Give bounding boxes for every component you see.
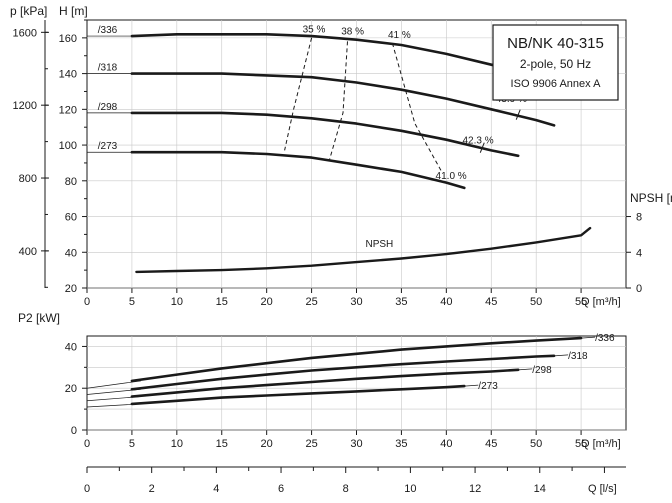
head-y-tick-label: 40 [65,247,77,259]
efficiency-label: 41 % [388,30,411,41]
npsh-axis-label: NPSH [m] [630,191,672,205]
lps-tick-label: 10 [404,483,416,495]
head-y-tick-label: 100 [59,140,77,152]
head-curve-label: /298 [98,102,118,113]
power-label-leader [518,368,533,371]
power-curve-label: /336 [595,333,615,344]
power-label-leader [581,336,596,339]
info-box-title: NB/NK 40-315 [507,35,604,52]
head-x-tick-label: 15 [216,296,228,308]
lps-tick-label: 14 [534,483,546,495]
power-axis-label: P2 [kW] [18,311,60,325]
efficiency-label: 38 % [341,26,364,37]
power-x-tick-label: 25 [305,438,317,450]
efficiency-label: 42.3 % [463,135,494,146]
power-x-tick-label: 45 [485,438,497,450]
power-label-leader [464,384,479,387]
head-x-tick-label: 5 [129,296,135,308]
head-x-tick-label: 50 [530,296,542,308]
power-curve-273 [130,384,466,406]
head-y-tick-label: 80 [65,176,77,188]
pressure-tick-label: 400 [19,246,37,258]
power-x-tick-label: 40 [440,438,452,450]
head-y-tick-label: 60 [65,212,77,224]
head-x-tick-label: 10 [171,296,183,308]
head-x-tick-label: 0 [84,296,90,308]
efficiency-line [284,37,313,151]
info-box [492,24,619,101]
head-x-tick-label: 55 [575,296,587,308]
power-y-tick-label: 40 [65,341,77,353]
head-curve-298 [130,111,520,158]
head-x-tick-label: 25 [305,296,317,308]
lps-tick-label: 2 [149,483,155,495]
lps-tick-label: 0 [84,483,90,495]
info-box-standard: ISO 9906 Annex A [511,78,602,90]
head-y-tick-label: 140 [59,69,77,81]
head-curve-label: /336 [98,25,118,36]
head-x-tick-label: 40 [440,296,452,308]
head-x-tick-label: 45 [485,296,497,308]
power-x-tick-label: 50 [530,438,542,450]
power-x-tick-label: 15 [216,438,228,450]
pressure-tick-label: 1600 [13,27,37,39]
pressure-tick-label: 800 [19,173,37,185]
power-x-tick-label: 55 [575,438,587,450]
power-x-tick-label: 0 [84,438,90,450]
head-axis-label: H [m] [59,4,88,18]
head-x-axis-label: Q [m³/h] [581,296,621,308]
power-curve-336 [130,336,583,383]
efficiency-line [391,43,443,173]
head-curve-273 [130,150,466,190]
info-box-subtitle: 2-pole, 50 Hz [520,57,591,71]
head-curve-318 [130,72,556,127]
head-x-tick-label: 30 [350,296,362,308]
lps-tick-label: 6 [278,483,284,495]
npsh-tick-label: 4 [636,247,642,259]
efficiency-label: 41.0 % [436,171,467,182]
power-y-tick-label: 20 [65,383,77,395]
npsh-curve-label: NPSH [365,239,393,250]
head-x-tick-label: 35 [395,296,407,308]
lps-axis-label: Q [l/s] [588,483,617,495]
power-curve-label: /318 [568,351,588,362]
power-label-leader [554,354,569,357]
head-x-tick-label: 20 [261,296,273,308]
power-x-tick-label: 30 [350,438,362,450]
power-curve-318 [130,354,556,391]
power-curve-298 [130,368,520,398]
head-curve-label: /318 [98,63,118,74]
efficiency-line [329,41,348,160]
power-curve-label: /298 [532,365,552,376]
head-y-tick-label: 160 [59,33,77,45]
power-curve-label: /273 [478,381,498,392]
npsh-tick-label: 0 [636,283,642,295]
npsh-tick-label: 8 [636,212,642,224]
head-y-tick-label: 20 [65,283,77,295]
power-x-tick-label: 20 [261,438,273,450]
pressure-axis-label: p [kPa] [10,4,47,18]
power-y-tick-label: 0 [71,425,77,437]
lps-tick-label: 4 [213,483,219,495]
head-curve-label: /273 [98,141,118,152]
head-y-tick-label: 120 [59,104,77,116]
efficiency-marker [515,109,521,120]
power-x-tick-label: 5 [129,438,135,450]
power-x-tick-label: 10 [171,438,183,450]
power-x-axis-label: Q [m³/h] [581,438,621,450]
power-x-tick-label: 35 [395,438,407,450]
efficiency-label: 35 % [303,25,326,36]
pressure-tick-label: 1200 [13,100,37,112]
lps-tick-label: 12 [469,483,481,495]
efficiency-marker [479,142,485,153]
npsh-curve [135,226,592,274]
lps-tick-label: 8 [343,483,349,495]
